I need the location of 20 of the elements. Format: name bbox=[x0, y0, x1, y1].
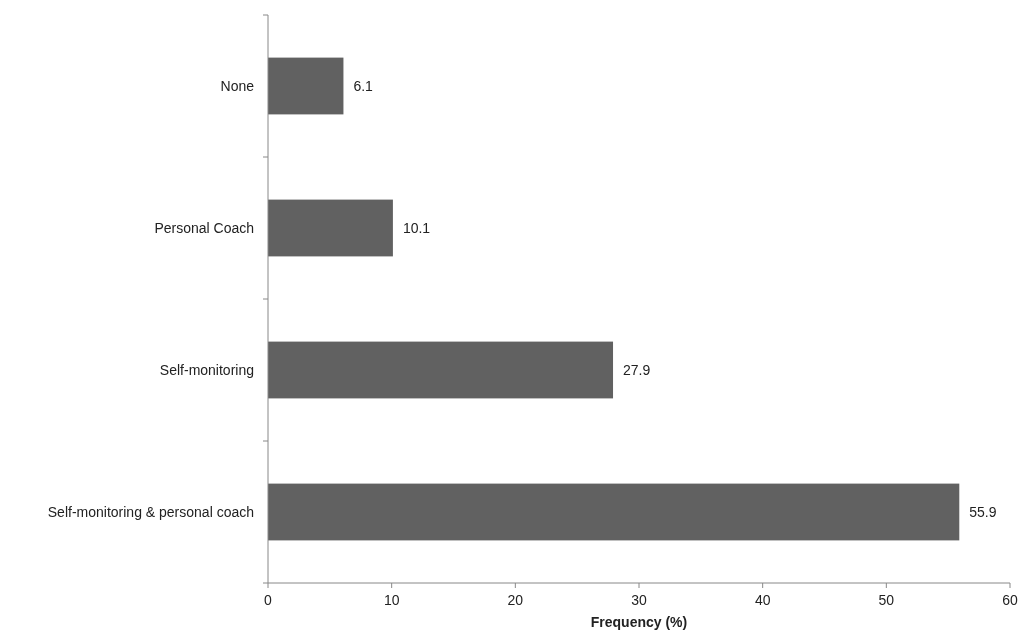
x-tick-label: 20 bbox=[507, 592, 524, 608]
data-label: 6.1 bbox=[353, 77, 374, 94]
y-tick-label: Personal Coach bbox=[154, 219, 254, 236]
x-tick-label: 30 bbox=[631, 592, 647, 608]
x-tick-label: 60 bbox=[1002, 592, 1018, 608]
bar bbox=[268, 57, 344, 115]
bar bbox=[268, 199, 393, 257]
x-axis-title: Frequency (%) bbox=[590, 614, 688, 630]
y-tick-label: Self-monitoring & personal coach bbox=[47, 503, 254, 520]
y-tick-label: Self-monitoring bbox=[159, 361, 254, 378]
bar bbox=[268, 341, 614, 399]
data-label: 10.1 bbox=[402, 219, 431, 236]
x-tick-label: 40 bbox=[754, 592, 771, 608]
data-label: 27.9 bbox=[623, 361, 651, 378]
bar bbox=[268, 483, 960, 541]
y-tick-label: None bbox=[220, 77, 255, 94]
x-tick-label: 10 bbox=[383, 592, 400, 608]
x-tick-label: 0 bbox=[264, 592, 273, 608]
x-tick-label: 50 bbox=[878, 592, 895, 608]
data-label: 55.9 bbox=[969, 503, 997, 520]
